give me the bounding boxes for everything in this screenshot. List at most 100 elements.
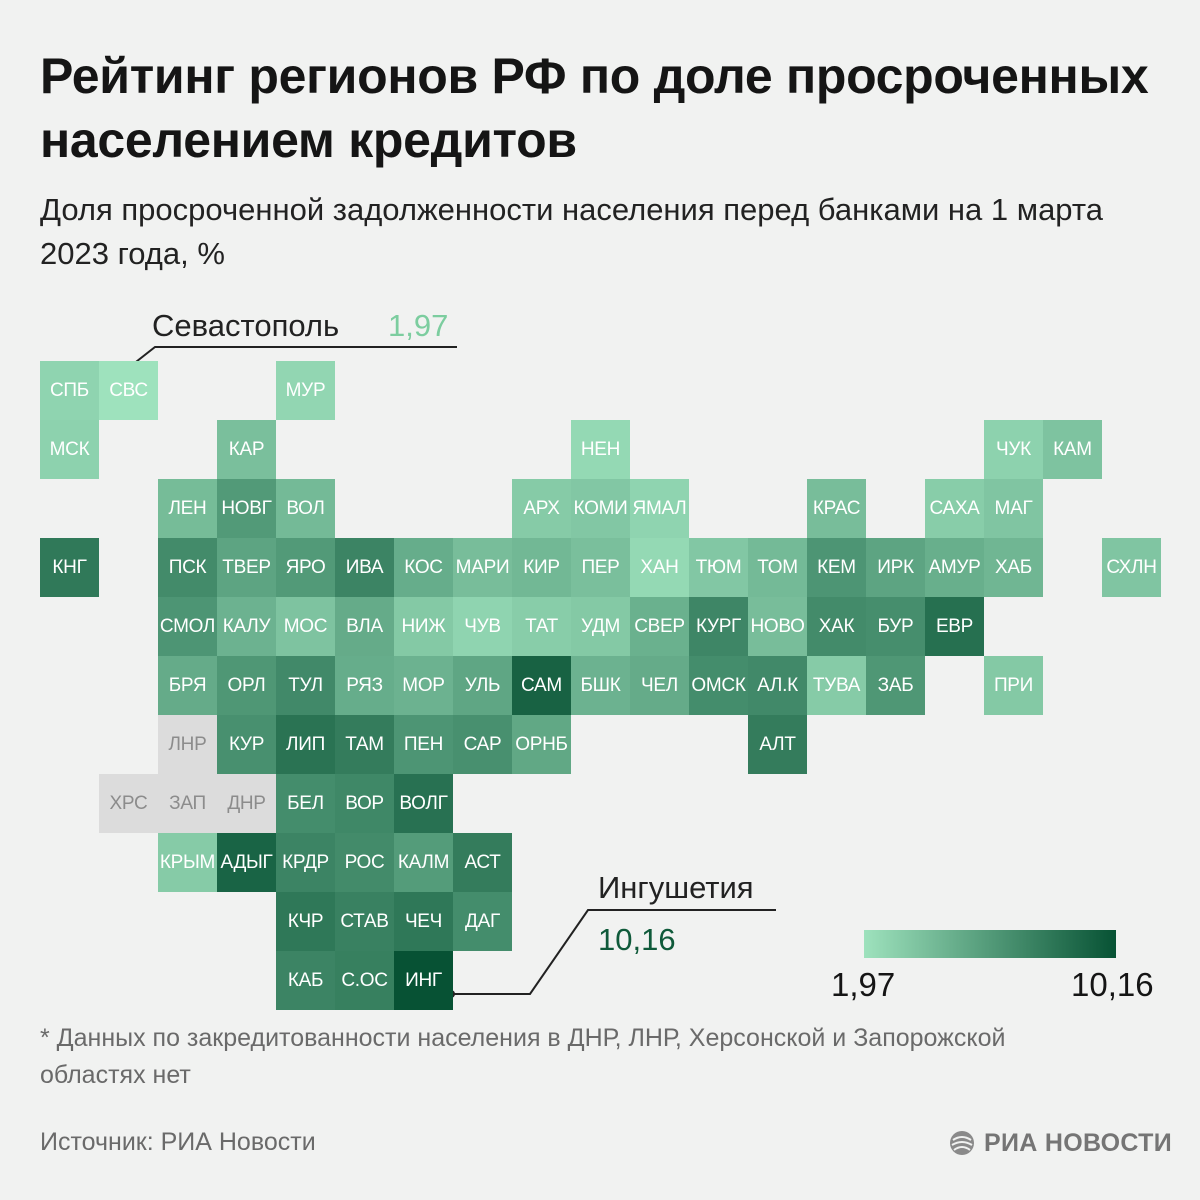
ria-logo-icon [950, 1131, 974, 1155]
region-tile: БЕЛ [276, 774, 335, 833]
region-tile: КУР [217, 715, 276, 774]
region-tile: ОРЛ [217, 656, 276, 715]
region-tile: САМ [512, 656, 571, 715]
region-tile: САХА [925, 479, 984, 538]
page-subtitle: Доля просроченной задолженности населени… [40, 192, 1103, 271]
region-tile: ТАТ [512, 597, 571, 656]
region-tile: ЧУК [984, 420, 1043, 479]
region-tile: БШК [571, 656, 630, 715]
region-tile: КАР [217, 420, 276, 479]
region-tile: ПСК [158, 538, 217, 597]
callout-max-value: 10,16 [598, 922, 676, 957]
region-tile: МАРИ [453, 538, 512, 597]
legend-gradient-bar [864, 930, 1116, 958]
region-tile: КОМИ [571, 479, 630, 538]
region-tile: ИВА [335, 538, 394, 597]
region-tile: ХАН [630, 538, 689, 597]
region-tile: ТВЕР [217, 538, 276, 597]
region-tile: СТАВ [335, 892, 394, 951]
region-tile: КОС [394, 538, 453, 597]
region-tile: КЧР [276, 892, 335, 951]
region-tile: ЧЕЧ [394, 892, 453, 951]
region-tile: РОС [335, 833, 394, 892]
region-tile: ЧУВ [453, 597, 512, 656]
legend-min-label: 1,97 [831, 966, 896, 1003]
region-tile: ВОЛГ [394, 774, 453, 833]
region-tile: АЛ.К [748, 656, 807, 715]
region-tile: АСТ [453, 833, 512, 892]
region-tile: ЕВР [925, 597, 984, 656]
region-tile: КАБ [276, 951, 335, 1010]
region-tile: ХРС [99, 774, 158, 833]
region-tile: СВЕР [630, 597, 689, 656]
region-tile: ДАГ [453, 892, 512, 951]
region-tile: СВС [99, 361, 158, 420]
region-tile: ПРИ [984, 656, 1043, 715]
region-tile: ВОР [335, 774, 394, 833]
region-tile: ЧЕЛ [630, 656, 689, 715]
region-tile: КУРГ [689, 597, 748, 656]
region-tile: ЗАП [158, 774, 217, 833]
region-tile: УЛЬ [453, 656, 512, 715]
region-tile: ВОЛ [276, 479, 335, 538]
region-tile: ЗАБ [866, 656, 925, 715]
region-tile: ИРК [866, 538, 925, 597]
region-tile: УДМ [571, 597, 630, 656]
region-tile: КЕМ [807, 538, 866, 597]
region-tile: С.ОС [335, 951, 394, 1010]
region-tile: БРЯ [158, 656, 217, 715]
region-tile: ТУВА [807, 656, 866, 715]
region-tile: ПЕР [571, 538, 630, 597]
region-tile: МУР [276, 361, 335, 420]
footnote: * Данных по закредитованности населения … [40, 1024, 1006, 1089]
region-tile: НОВО [748, 597, 807, 656]
region-tile: МСК [40, 420, 99, 479]
region-tile: СХЛН [1102, 538, 1161, 597]
region-tile: КАЛМ [394, 833, 453, 892]
region-tile: ЛНР [158, 715, 217, 774]
callout-min-value: 1,97 [388, 308, 449, 343]
region-tile: РЯЗ [335, 656, 394, 715]
region-tile: ИНГ [394, 951, 453, 1010]
region-tile: ЛЕН [158, 479, 217, 538]
region-tile: КРЫМ [158, 833, 217, 892]
region-tile: ПЕН [394, 715, 453, 774]
region-tile: НЕН [571, 420, 630, 479]
region-tile: КРАС [807, 479, 866, 538]
region-tile: ТАМ [335, 715, 394, 774]
region-tile: СМОЛ [158, 597, 217, 656]
region-tile: САР [453, 715, 512, 774]
region-tile: АЛТ [748, 715, 807, 774]
ria-logo-text: РИА НОВОСТИ [984, 1128, 1172, 1157]
region-tile: ЯРО [276, 538, 335, 597]
region-tile: ХАБ [984, 538, 1043, 597]
region-tile: КАМ [1043, 420, 1102, 479]
region-tile: АМУР [925, 538, 984, 597]
region-tile: НИЖ [394, 597, 453, 656]
legend-max-label: 10,16 [1071, 966, 1154, 1003]
region-tile: МОС [276, 597, 335, 656]
callout-max-name: Ингушетия [598, 870, 754, 905]
region-tile: ЯМАЛ [630, 479, 689, 538]
source-line: Источник: РИА Новости [40, 1128, 316, 1156]
region-tile: БУР [866, 597, 925, 656]
region-tile: СПБ [40, 361, 99, 420]
region-tile: ТЮМ [689, 538, 748, 597]
region-tile: ХАК [807, 597, 866, 656]
region-tile: МАГ [984, 479, 1043, 538]
ria-logo: РИА НОВОСТИ [948, 1126, 1172, 1160]
region-tile: МОР [394, 656, 453, 715]
region-tile: АРХ [512, 479, 571, 538]
page-title: Рейтинг регионов РФ по доле просроченных… [40, 48, 1149, 168]
region-tile: НОВГ [217, 479, 276, 538]
region-tile: ВЛА [335, 597, 394, 656]
region-tile: АДЫГ [217, 833, 276, 892]
region-tile: КИР [512, 538, 571, 597]
callout-min-name: Севастополь [152, 308, 340, 343]
region-tile: ТУЛ [276, 656, 335, 715]
region-tile: КРДР [276, 833, 335, 892]
region-tile: ДНР [217, 774, 276, 833]
region-tile: ОРНБ [512, 715, 571, 774]
region-tile: ОМСК [689, 656, 748, 715]
